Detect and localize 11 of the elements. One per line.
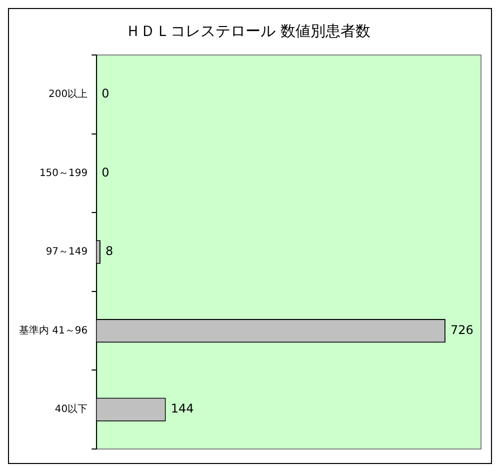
chart-title: ＨＤＬコレステロール 数値別患者数: [126, 22, 370, 40]
data-label: 8: [105, 244, 114, 258]
data-label: 0: [102, 165, 110, 180]
y-tick-label: 150～199: [39, 168, 88, 179]
data-label: 0: [102, 86, 110, 101]
y-tick-label: 基準内 41～96: [18, 324, 88, 336]
y-tick-label: 40以下: [54, 403, 88, 416]
data-label: 144: [170, 402, 194, 416]
y-tick-label: 200以上: [48, 88, 88, 100]
data-label: 726: [450, 322, 474, 337]
y-tick-label: 97～149: [46, 246, 88, 258]
